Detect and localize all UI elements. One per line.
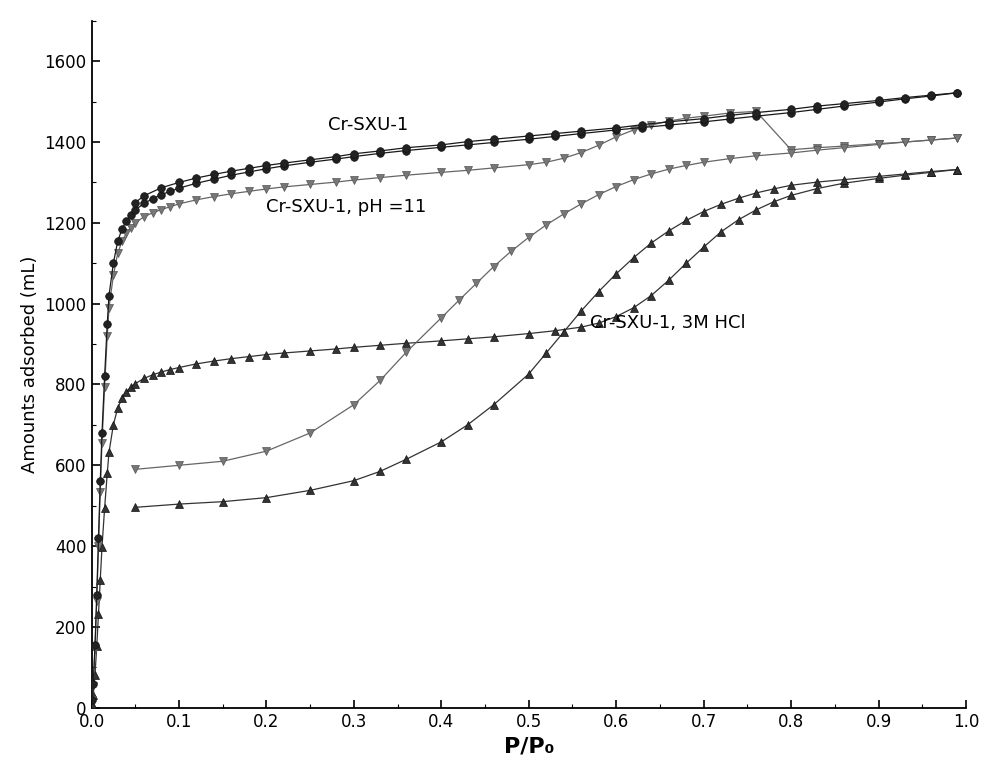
Text: Cr-SXU-1, pH =11: Cr-SXU-1, pH =11 [266, 197, 427, 215]
Y-axis label: Amounts adsorbed (mL): Amounts adsorbed (mL) [21, 256, 39, 473]
Text: Cr-SXU-1, 3M HCl: Cr-SXU-1, 3M HCl [590, 314, 746, 332]
Text: Cr-SXU-1: Cr-SXU-1 [328, 116, 408, 134]
X-axis label: P/P₀: P/P₀ [504, 736, 554, 756]
